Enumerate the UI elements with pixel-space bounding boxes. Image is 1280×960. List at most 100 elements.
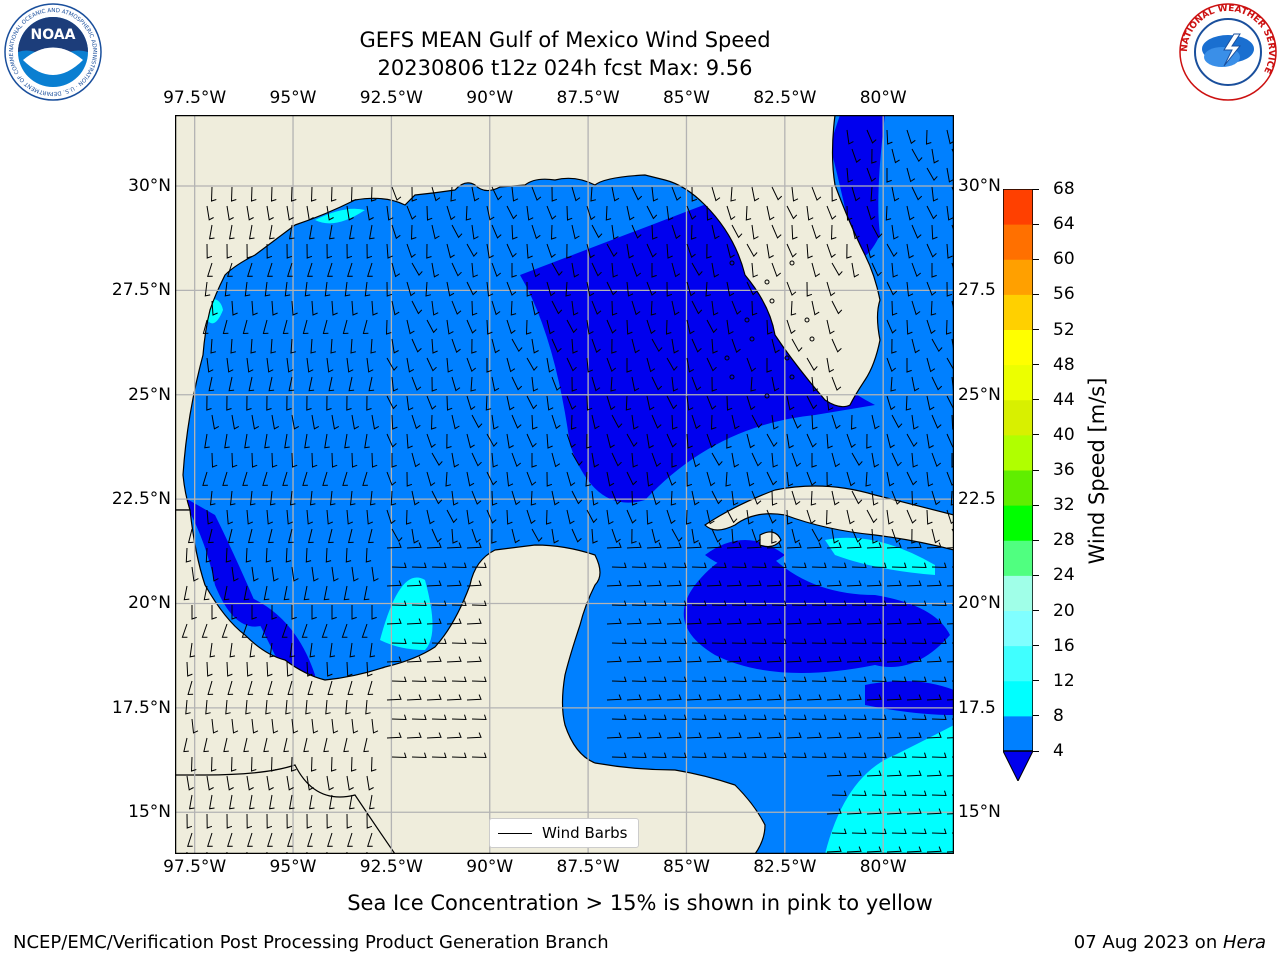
wind-barb: [290, 186, 297, 202]
wind-barb: [891, 714, 907, 721]
wind-barb: [366, 395, 372, 411]
wind-barb: [871, 148, 877, 164]
wind-barb: [586, 357, 593, 373]
wind-barb: [831, 790, 847, 797]
wind-barb: [791, 186, 799, 202]
wind-barb: [362, 319, 369, 335]
wind-barb: [426, 471, 436, 487]
wind-barb: [406, 656, 422, 663]
axis-tick-label: 15°N: [128, 802, 171, 823]
wind-barb: [771, 452, 778, 468]
wind-barb: [386, 205, 394, 221]
wind-barb: [287, 832, 293, 847]
wind-barb: [666, 694, 682, 701]
wind-barb: [426, 205, 433, 221]
wind-barb: [806, 694, 822, 701]
wind-barb: [826, 319, 835, 335]
wind-barb: [651, 338, 663, 353]
wind-barb: [411, 300, 423, 315]
wind-barb: [511, 452, 522, 468]
wind-barb: [691, 414, 701, 430]
wind-barb: [431, 562, 447, 569]
wind-barb: [251, 605, 257, 620]
wind-barb: [791, 224, 798, 240]
wind-barb: [866, 846, 882, 853]
wind-barb: [786, 395, 795, 411]
wind-barb: [691, 638, 707, 645]
wind-barb: [825, 509, 832, 525]
wind-barb: [466, 542, 482, 549]
wind-barb: [926, 770, 942, 777]
wind-barb: [286, 395, 292, 411]
wind-barb: [631, 490, 638, 506]
wind-barb: [731, 676, 747, 683]
wind-barb: [465, 205, 472, 221]
wind-barb: [891, 562, 907, 569]
calm-marker: [729, 260, 735, 266]
wind-barb: [426, 395, 437, 410]
wind-barb: [626, 732, 642, 739]
wind-barb: [202, 471, 208, 486]
wind-barb: [706, 357, 717, 372]
wind-barb: [246, 509, 253, 525]
wind-barb: [206, 661, 213, 677]
wind-barb: [307, 832, 313, 847]
calm-marker: [809, 336, 815, 342]
wind-barb: [270, 338, 277, 354]
wind-barb: [526, 357, 538, 371]
wind-barb: [726, 243, 735, 259]
wind-barb: [291, 718, 299, 734]
wind-barb: [726, 509, 738, 524]
wind-barb: [651, 752, 667, 759]
wind-barb: [711, 224, 720, 240]
wind-barb: [811, 224, 821, 240]
wind-barb: [871, 528, 878, 544]
wind-barb: [791, 528, 800, 544]
colorbar-tick-label: 64: [1053, 214, 1075, 235]
wind-barb: [891, 490, 902, 505]
wind-barb: [871, 414, 880, 430]
wind-barb: [571, 528, 582, 543]
wind-barb: [271, 566, 279, 582]
wind-barb: [585, 471, 592, 487]
wind-barb: [282, 319, 289, 335]
wind-barb: [931, 790, 947, 797]
wind-barb: [746, 395, 756, 411]
wind-barb: [223, 585, 230, 601]
wind-barb: [491, 262, 502, 278]
wind-barb: [611, 338, 617, 354]
wind-barb: [566, 357, 577, 372]
wind-barb: [211, 300, 218, 316]
wind-barb: [328, 794, 335, 810]
wind-barb: [911, 186, 923, 201]
wind-barb: [251, 300, 258, 316]
wind-barb: [326, 509, 333, 525]
wind-barb: [291, 566, 299, 582]
wind-barb: [606, 395, 616, 411]
wind-barb: [431, 224, 440, 240]
wind-barb: [751, 452, 762, 467]
wind-barb: [506, 281, 517, 296]
wind-barb: [291, 300, 298, 316]
wind-barb: [751, 186, 760, 202]
wind-barb: [651, 714, 667, 721]
wind-barb: [227, 528, 234, 544]
axis-tick-label: 25°N: [128, 384, 171, 405]
wind-barb: [511, 263, 517, 278]
wind-barb: [591, 414, 600, 430]
wind-barb: [611, 714, 627, 721]
wind-barb: [366, 509, 373, 525]
wind-barb: [451, 490, 459, 506]
wind-barb: [606, 243, 618, 258]
wind-barb: [751, 638, 767, 645]
wind-barb: [263, 585, 270, 601]
calm-marker: [764, 279, 770, 285]
wind-barb: [665, 319, 672, 335]
wind-barb: [305, 699, 311, 715]
wind-barb: [846, 808, 862, 815]
wind-barb: [891, 262, 898, 278]
wind-barb: [411, 714, 427, 721]
wind-barb: [206, 395, 212, 411]
wind-barb: [606, 509, 614, 525]
colorbar-tick: [1033, 434, 1039, 436]
